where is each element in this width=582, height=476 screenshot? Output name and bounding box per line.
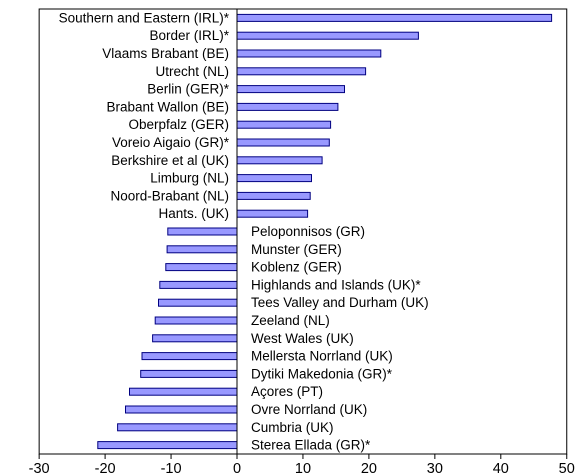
bar-21 [129, 387, 238, 396]
bar-10 [236, 191, 311, 200]
bars-group [97, 13, 553, 450]
bar-15 [159, 280, 238, 289]
bar-1 [236, 31, 419, 40]
bar-6 [236, 120, 332, 129]
category-label: Noord-Brabant (NL) [110, 188, 229, 203]
category-label: Southern and Eastern (IRL)* [59, 10, 230, 25]
category-label: Oberpfalz (GER) [128, 117, 229, 132]
bar-16 [158, 298, 238, 307]
x-tick-label: -10 [161, 461, 182, 476]
bar-9 [236, 174, 312, 183]
x-tick-label: 30 [427, 461, 443, 476]
bar-5 [236, 102, 339, 111]
bar-20 [140, 369, 238, 378]
category-label: Mellersta Norrland (UK) [251, 349, 393, 364]
bar-0 [236, 13, 553, 22]
category-label: Tees Valley and Durham (UK) [251, 295, 429, 310]
bar-17 [154, 316, 238, 325]
bar-14 [165, 263, 238, 272]
category-label: Berkshire et al (UK) [111, 153, 229, 168]
bar-2 [236, 49, 382, 58]
bar-24 [97, 441, 238, 450]
bar-18 [152, 334, 238, 343]
category-label: Limburg (NL) [150, 171, 229, 186]
bar-7 [236, 138, 330, 147]
bar-8 [236, 156, 323, 165]
bar-13 [166, 245, 238, 254]
category-label: Dytiki Makedonia (GR)* [251, 366, 393, 381]
category-label: Zeeland (NL) [251, 313, 330, 328]
bar-11 [236, 209, 309, 218]
category-label: Berlin (GER)* [147, 82, 230, 97]
category-label: Vlaams Brabant (BE) [102, 46, 229, 61]
x-tick-label: 10 [295, 461, 311, 476]
category-label: Hants. (UK) [158, 206, 229, 221]
category-label: Highlands and Islands (UK)* [251, 277, 421, 292]
x-tick-label: -30 [29, 461, 50, 476]
category-label: Voreio Aigaio (GR)* [112, 135, 230, 150]
category-label: Peloponnisos (GR) [251, 224, 365, 239]
category-label: Utrecht (NL) [155, 64, 229, 79]
x-tick-label: -20 [95, 461, 116, 476]
bar-3 [236, 67, 367, 76]
x-tick-label: 50 [559, 461, 575, 476]
bar-23 [117, 423, 238, 432]
category-label: Açores (PT) [251, 384, 323, 399]
category-label: Ovre Norrland (UK) [251, 402, 367, 417]
bar-4 [236, 85, 345, 94]
x-tick-label: 20 [361, 461, 377, 476]
plot-frame [38, 8, 568, 455]
category-label: Sterea Ellada (GR)* [251, 438, 371, 453]
bar-12 [167, 227, 238, 236]
category-labels-group: Southern and Eastern (IRL)* Border (IRL)*… [59, 10, 429, 452]
bar-22 [125, 405, 238, 414]
category-label: Munster (GER) [251, 242, 342, 257]
x-ticks-group: -30 -20 -10 0 10 20 30 40 50 [29, 454, 575, 476]
category-label: West Wales (UK) [251, 331, 354, 346]
category-label: Koblenz (GER) [251, 260, 342, 275]
category-label: Brabant Wallon (BE) [106, 99, 229, 114]
category-label: Border (IRL)* [149, 28, 229, 43]
bar-19 [141, 352, 238, 361]
x-tick-label: 0 [233, 461, 241, 476]
category-label: Cumbria (UK) [251, 420, 334, 435]
x-tick-label: 40 [493, 461, 509, 476]
